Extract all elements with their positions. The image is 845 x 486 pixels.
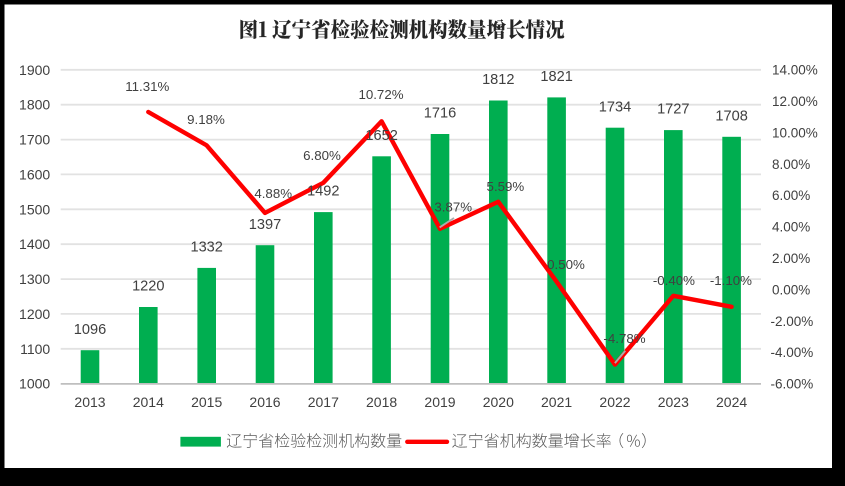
- svg-text:1300: 1300: [19, 271, 50, 287]
- svg-text:2014: 2014: [133, 394, 164, 410]
- svg-text:4.00%: 4.00%: [772, 220, 810, 235]
- svg-text:1734: 1734: [599, 99, 631, 115]
- svg-text:2022: 2022: [599, 394, 630, 410]
- svg-text:1716: 1716: [424, 106, 456, 122]
- svg-text:3.87%: 3.87%: [434, 200, 472, 215]
- svg-text:2020: 2020: [483, 394, 514, 410]
- svg-text:5.59%: 5.59%: [487, 179, 525, 194]
- svg-text:0.50%: 0.50%: [547, 257, 585, 272]
- svg-text:1812: 1812: [482, 72, 514, 88]
- svg-text:1100: 1100: [20, 341, 50, 357]
- svg-text:1500: 1500: [19, 201, 50, 217]
- svg-text:10.72%: 10.72%: [358, 87, 403, 102]
- svg-text:6.80%: 6.80%: [303, 148, 341, 163]
- svg-text:-4.78%: -4.78%: [603, 331, 645, 346]
- svg-text:1600: 1600: [19, 167, 50, 183]
- svg-text:14.00%: 14.00%: [772, 63, 818, 78]
- svg-text:1400: 1400: [19, 236, 50, 252]
- svg-text:2017: 2017: [308, 394, 339, 410]
- svg-text:8.00%: 8.00%: [772, 157, 810, 172]
- svg-text:6.00%: 6.00%: [772, 188, 810, 203]
- svg-text:1727: 1727: [657, 102, 689, 118]
- svg-text:1900: 1900: [19, 62, 50, 78]
- svg-text:2019: 2019: [424, 394, 455, 410]
- svg-text:12.00%: 12.00%: [772, 94, 818, 109]
- svg-text:11.31%: 11.31%: [125, 79, 169, 94]
- svg-text:9.18%: 9.18%: [187, 112, 225, 127]
- svg-text:2018: 2018: [366, 394, 397, 410]
- svg-text:1220: 1220: [132, 279, 164, 295]
- svg-text:-2.00%: -2.00%: [771, 314, 814, 329]
- svg-text:10.00%: 10.00%: [772, 125, 818, 140]
- svg-text:1708: 1708: [715, 108, 747, 124]
- svg-text:-6.00%: -6.00%: [771, 377, 814, 392]
- svg-text:2013: 2013: [74, 394, 105, 410]
- svg-text:1096: 1096: [74, 322, 106, 338]
- svg-text:-1.10%: -1.10%: [710, 273, 752, 288]
- svg-text:2024: 2024: [716, 394, 747, 410]
- svg-text:-0.40%: -0.40%: [653, 273, 695, 288]
- svg-text:1200: 1200: [19, 306, 50, 322]
- svg-text:1800: 1800: [19, 97, 50, 113]
- svg-text:1397: 1397: [249, 217, 281, 233]
- svg-text:1492: 1492: [307, 184, 339, 200]
- svg-text:1821: 1821: [540, 69, 572, 85]
- svg-text:2023: 2023: [658, 394, 689, 410]
- svg-text:1700: 1700: [19, 132, 50, 148]
- svg-text:2.00%: 2.00%: [772, 251, 810, 266]
- svg-text:0.00%: 0.00%: [772, 282, 810, 297]
- svg-text:2021: 2021: [541, 394, 572, 410]
- svg-text:-4.00%: -4.00%: [771, 345, 814, 360]
- svg-text:2015: 2015: [191, 394, 222, 410]
- svg-text:1652: 1652: [365, 128, 397, 144]
- svg-text:1332: 1332: [190, 240, 222, 256]
- svg-text:2016: 2016: [249, 394, 280, 410]
- svg-text:1000: 1000: [19, 376, 50, 392]
- svg-text:4.88%: 4.88%: [254, 186, 292, 201]
